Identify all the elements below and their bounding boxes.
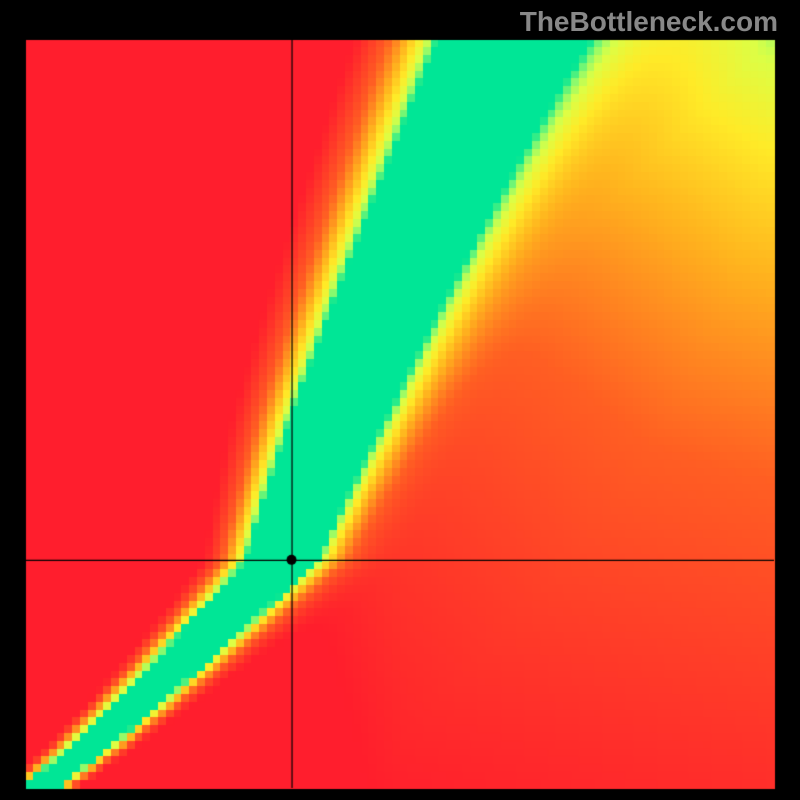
bottleneck-heatmap [0,0,800,800]
watermark-text: TheBottleneck.com [520,6,778,38]
chart-container: TheBottleneck.com [0,0,800,800]
